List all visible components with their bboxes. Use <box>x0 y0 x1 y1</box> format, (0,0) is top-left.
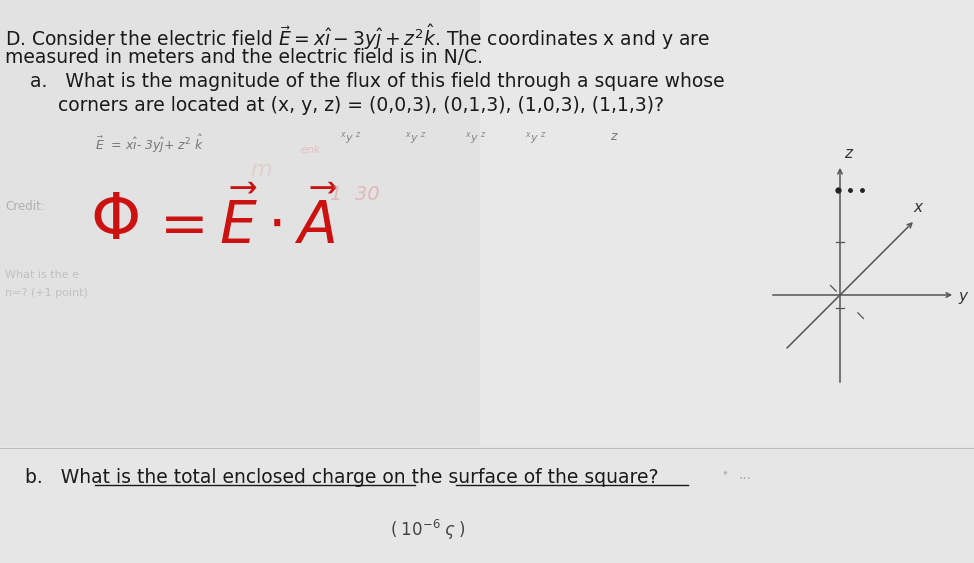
Text: $( \;10^{-6}\; \varsigma \; )$: $( \;10^{-6}\; \varsigma \; )$ <box>390 518 466 542</box>
Text: $^x$y $^z$: $^x$y $^z$ <box>465 130 487 146</box>
Text: $\vec{E}$  = x$\hat{\imath}$- 3y$\hat{\jmath}$+ z$^2$ $\hat{k}$: $\vec{E}$ = x$\hat{\imath}$- 3y$\hat{\jm… <box>95 133 205 155</box>
Text: $^x$y $^z$: $^x$y $^z$ <box>405 130 427 146</box>
Text: b.   What is the total enclosed charge on the surface of the square?: b. What is the total enclosed charge on … <box>25 468 658 487</box>
Text: D. Consider the electric field $\vec{E} = x\hat{\imath} - 3y\hat{\jmath} + z^2\h: D. Consider the electric field $\vec{E} … <box>5 22 710 52</box>
Text: Credit:: Credit: <box>5 200 45 213</box>
Text: m: m <box>250 160 272 180</box>
Text: measured in meters and the electric field is in N/C.: measured in meters and the electric fiel… <box>5 48 483 67</box>
Text: $\Phi$: $\Phi$ <box>90 190 138 252</box>
Text: $^x$y $^z$: $^x$y $^z$ <box>340 130 361 146</box>
Text: a.   What is the magnitude of the flux of this field through a square whose: a. What is the magnitude of the flux of … <box>30 72 725 91</box>
Bar <box>480 0 974 450</box>
Text: $^x$y $^z$: $^x$y $^z$ <box>525 130 546 146</box>
Text: $\star$: $\star$ <box>720 464 729 478</box>
Bar <box>0 445 974 563</box>
Text: z: z <box>844 146 852 161</box>
Text: 1  30: 1 30 <box>330 185 380 204</box>
Text: enk: enk <box>300 145 320 155</box>
Text: z: z <box>610 130 617 143</box>
Text: ...: ... <box>738 468 751 482</box>
Text: $= \vec{E} \cdot \vec{A}$: $= \vec{E} \cdot \vec{A}$ <box>148 190 338 256</box>
Text: x: x <box>914 200 922 215</box>
Text: n=? (+1 point): n=? (+1 point) <box>5 288 88 298</box>
Text: What is the e: What is the e <box>5 270 79 280</box>
Text: corners are located at (x, y, z) = (0,0,3), (0,1,3), (1,0,3), (1,1,3)?: corners are located at (x, y, z) = (0,0,… <box>58 96 664 115</box>
Text: y: y <box>958 289 967 305</box>
